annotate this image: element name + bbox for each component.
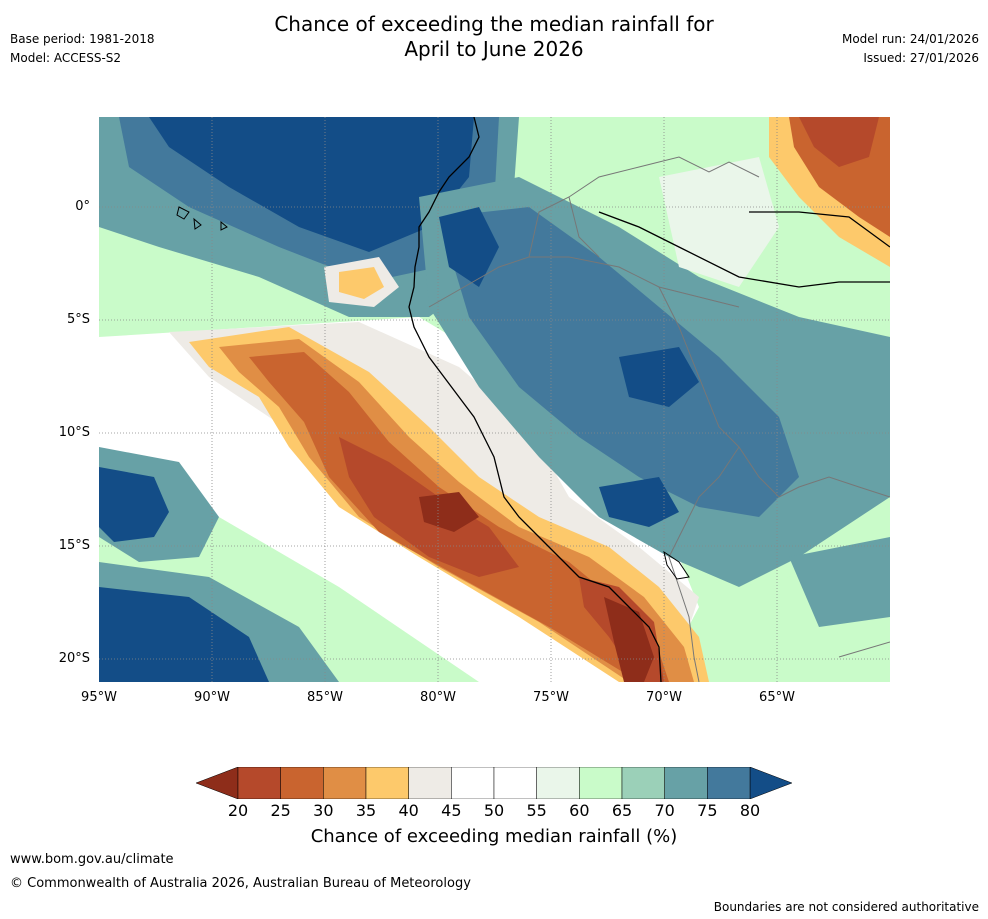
lon-label: 65°W xyxy=(759,690,795,705)
northwest-extreme-wet-core xyxy=(149,117,474,252)
colorbar-swatch xyxy=(664,767,708,799)
map-title-line-2: April to June 2026 xyxy=(404,37,584,61)
colorbar-tick-label: 60 xyxy=(569,801,590,820)
colorbar-tick-label: 50 xyxy=(483,801,505,820)
colorbar-legend xyxy=(196,767,792,799)
galapagos-islands xyxy=(176,206,228,231)
dry-core-below-20 xyxy=(419,492,479,532)
amazon-wet-core xyxy=(619,347,699,407)
galapagos-dry-spot xyxy=(339,267,384,299)
colorbar-swatch xyxy=(237,767,281,799)
colorbar-swatch xyxy=(707,767,751,799)
lat-label: 0° xyxy=(75,199,90,214)
lon-label: 95°W xyxy=(81,690,117,705)
west-wet-patch-core xyxy=(99,467,169,542)
country-borders xyxy=(428,156,890,682)
colorbar-swatch xyxy=(280,767,324,799)
copyright-text: © Commonwealth of Australia 2026, Austra… xyxy=(10,876,471,891)
website-link[interactable]: www.bom.gov.au/climate xyxy=(10,852,174,867)
model-run-text: Model run: 24/01/2026 xyxy=(841,32,979,46)
lon-label: 70°W xyxy=(646,690,682,705)
colorbar-low-arrow xyxy=(196,767,239,799)
colorbar-tick-label: 20 xyxy=(227,801,249,820)
colorbar-title: Chance of exceeding median rainfall (%) xyxy=(310,826,678,847)
southeast-wet-region xyxy=(789,537,890,627)
southwest-wet-core xyxy=(99,587,269,682)
dry-core-below-20-south xyxy=(604,597,654,682)
colorbar-tick-label: 70 xyxy=(654,801,675,820)
inland-wet-core xyxy=(599,477,679,527)
colorbar-swatch xyxy=(408,767,452,799)
andes-wet-inner xyxy=(439,207,799,517)
model-name-text: Model: ACCESS-S2 xyxy=(10,51,122,65)
northeast-light-region xyxy=(659,157,779,287)
map-title: Chance of exceeding the median rainfall … xyxy=(0,12,988,62)
lon-label: 80°W xyxy=(420,690,456,705)
boundaries-disclaimer: Boundaries are not considered authoritat… xyxy=(713,900,979,914)
issued-date-text: Issued: 27/01/2026 xyxy=(863,51,979,65)
rainfall-probability-map xyxy=(99,117,890,682)
lon-label: 75°W xyxy=(533,690,569,705)
colorbar-swatch xyxy=(323,767,367,799)
colorbar-swatch xyxy=(365,767,409,799)
colorbar-swatch xyxy=(579,767,623,799)
base-period-text: Base period: 1981-2018 xyxy=(10,32,155,46)
colorbar-swatch xyxy=(536,767,580,799)
northeast-dry-core xyxy=(799,117,879,167)
colorbar-tick-label: 25 xyxy=(270,801,291,820)
lat-label: 20°S xyxy=(58,651,90,666)
colorbar-swatch xyxy=(621,767,665,799)
lake-titicaca xyxy=(663,550,690,580)
map-title-line-1: Chance of exceeding the median rainfall … xyxy=(274,12,714,36)
lat-label: 10°S xyxy=(58,425,90,440)
colorbar-tick-label: 55 xyxy=(526,801,547,820)
lat-label: 5°S xyxy=(66,312,90,327)
colorbar-swatch xyxy=(451,767,495,799)
lon-label: 85°W xyxy=(307,690,343,705)
colorbar-tick-label: 35 xyxy=(355,801,377,820)
colorbar-tick-label: 45 xyxy=(441,801,462,820)
colorbar-tick-label: 40 xyxy=(398,801,419,820)
colorbar-high-arrow xyxy=(749,767,792,799)
colorbar-tick-label: 75 xyxy=(697,801,718,820)
andes-wet-core xyxy=(439,207,499,287)
lon-label: 90°W xyxy=(194,690,230,705)
coastline xyxy=(408,117,890,682)
colorbar-tick-label: 80 xyxy=(739,801,761,820)
colorbar-tick-label: 65 xyxy=(611,801,633,820)
graticule xyxy=(99,117,890,682)
colorbar-tick-label: 30 xyxy=(313,801,334,820)
lat-label: 15°S xyxy=(58,538,90,553)
colorbar-swatch xyxy=(493,767,537,799)
